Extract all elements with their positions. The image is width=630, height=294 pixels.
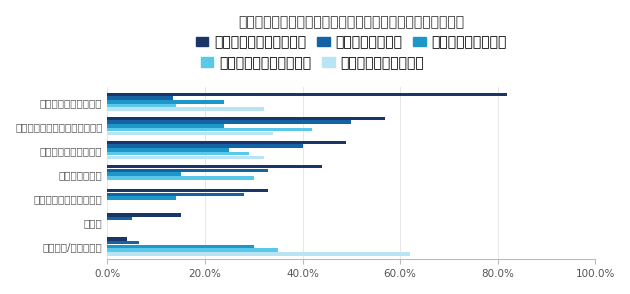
Bar: [107, 96, 173, 100]
Bar: [107, 128, 312, 131]
Bar: [107, 172, 181, 176]
Bar: [107, 124, 224, 128]
Title: リスキリングの取り組みの優遇制度について（成果実感別）: リスキリングの取り組みの優遇制度について（成果実感別）: [238, 15, 464, 29]
Bar: [107, 100, 224, 103]
Bar: [107, 148, 229, 152]
Bar: [107, 176, 254, 180]
Bar: [107, 132, 273, 135]
Bar: [107, 165, 322, 168]
Bar: [107, 104, 176, 107]
Bar: [107, 241, 139, 244]
Bar: [107, 193, 244, 196]
Bar: [107, 196, 176, 200]
Bar: [107, 248, 278, 252]
Bar: [107, 245, 254, 248]
Bar: [107, 144, 302, 148]
Bar: [107, 237, 127, 240]
Bar: [107, 152, 249, 156]
Bar: [107, 168, 268, 172]
Bar: [107, 108, 263, 111]
Bar: [107, 213, 181, 217]
Bar: [107, 189, 268, 193]
Legend: あまり成果が出ていない, 全く成果が出ていない: あまり成果が出ていない, 全く成果が出ていない: [201, 56, 424, 70]
Bar: [107, 252, 410, 255]
Bar: [107, 120, 352, 124]
Bar: [107, 93, 508, 96]
Bar: [107, 117, 386, 120]
Bar: [107, 217, 132, 220]
Bar: [107, 141, 346, 144]
Bar: [107, 156, 263, 159]
